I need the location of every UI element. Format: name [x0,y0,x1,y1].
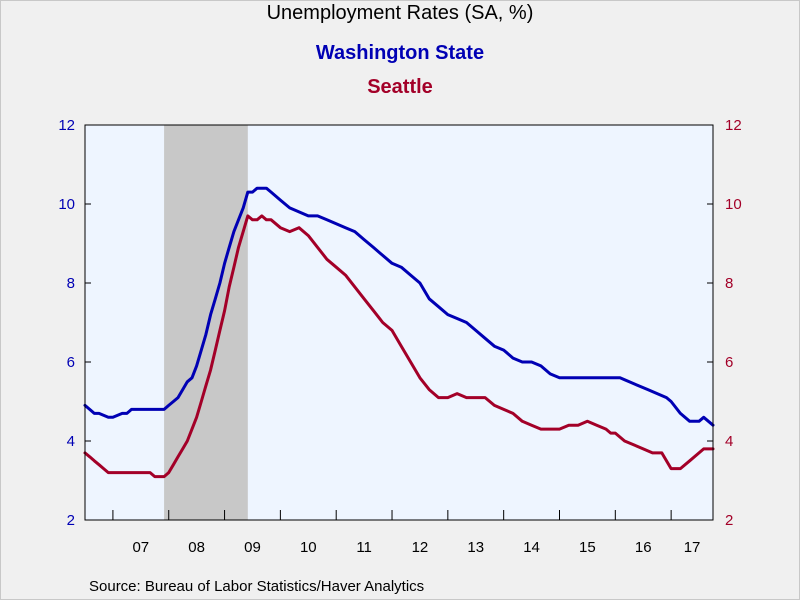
plot-border [84,124,714,521]
y-tick-label-right: 6 [725,354,733,371]
x-tick-label: 15 [579,539,596,556]
y-tick-label-left: 4 [67,433,75,450]
x-tick-label: 12 [412,539,429,556]
x-tick-label: 16 [635,539,652,556]
x-tick-label: 10 [300,539,317,556]
legend-seattle: Seattle [367,76,433,98]
y-tick-label-left: 8 [67,275,75,292]
y-tick-label-right: 4 [725,433,733,450]
x-tick-label: 17 [684,539,701,556]
x-tick-label: 07 [132,539,149,556]
y-tick-label-left: 2 [67,512,75,529]
source-note: Source: Bureau of Labor Statistics/Haver… [89,578,425,595]
chart-title: Unemployment Rates (SA, %) [266,2,534,24]
seattle-line [83,214,715,479]
y-tick-label-right: 2 [725,512,733,529]
x-tick-label: 14 [523,539,540,556]
y-tick-label-left: 12 [58,117,75,134]
y-tick-label-right: 12 [725,117,742,134]
washington-state-line [83,186,715,427]
y-tick-label-left: 10 [58,196,75,213]
legend-washington-state: Washington State [315,42,485,64]
x-tick-label: 08 [188,539,205,556]
y-tick-label-left: 6 [67,354,75,371]
y-tick-label-right: 8 [725,275,733,292]
y-tick-label-right: 10 [725,196,742,213]
x-tick-label: 13 [467,539,484,556]
x-tick-label: 09 [244,539,261,556]
x-tick-label: 11 [356,539,372,556]
